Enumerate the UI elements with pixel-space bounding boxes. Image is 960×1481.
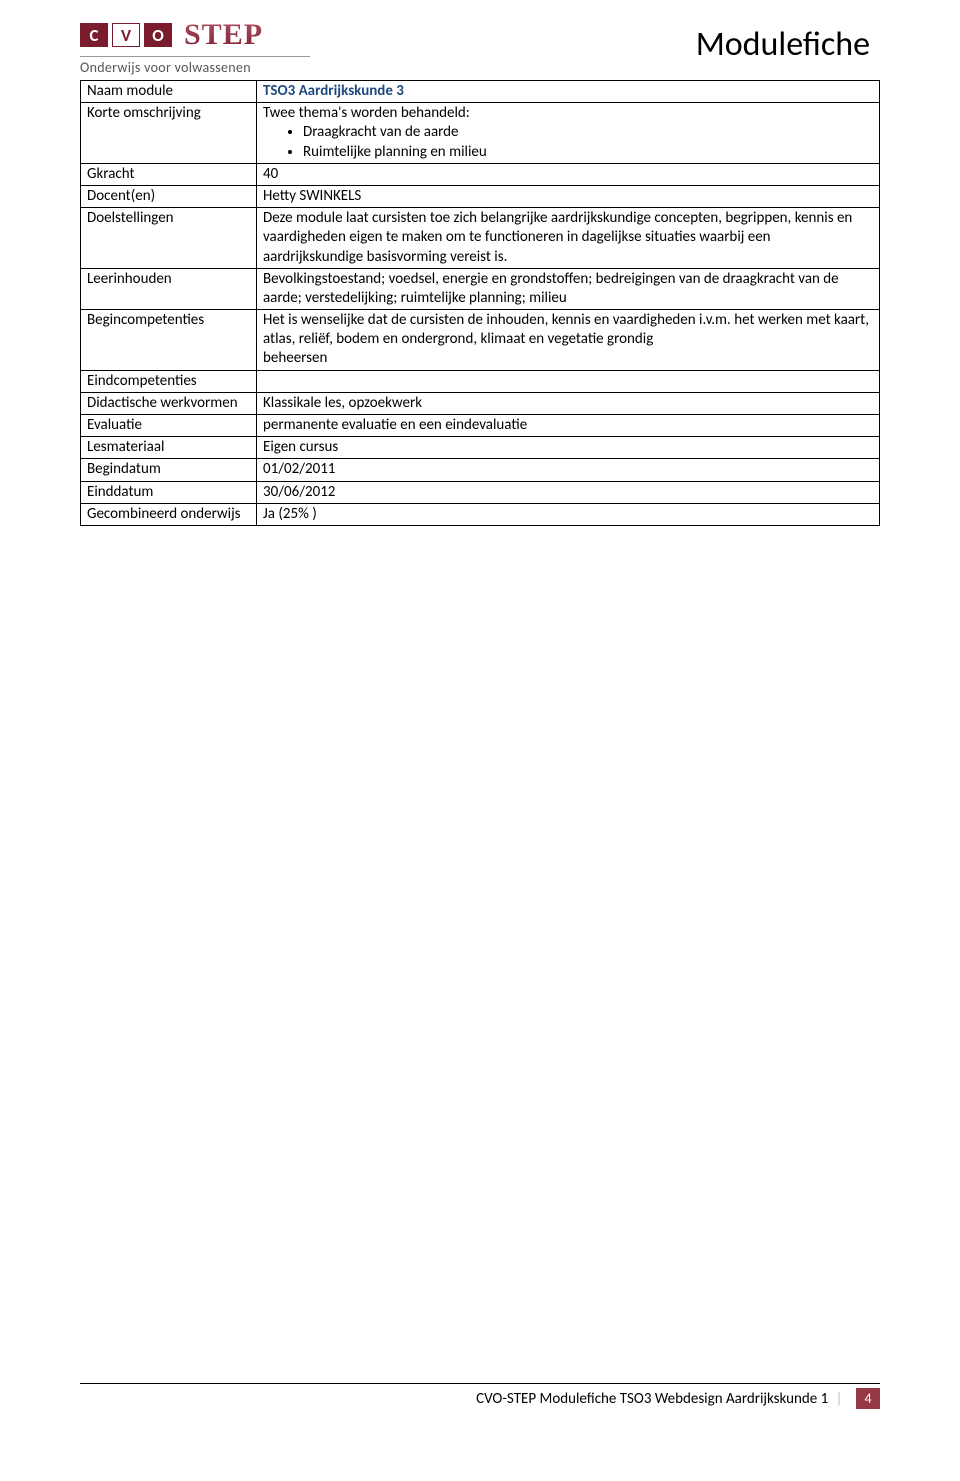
cell-value: 40	[257, 163, 880, 185]
cell-value: Eigen cursus	[257, 437, 880, 459]
cell-value: permanente evaluatie en een eindevaluati…	[257, 415, 880, 437]
list-item: Draagkracht van de aarde	[303, 123, 873, 142]
table-row: Docent(en) Hetty SWINKELS	[81, 185, 880, 207]
table-row: Didactische werkvormen Klassikale les, o…	[81, 392, 880, 414]
table-row: Begincompetenties Het is wenselijke dat …	[81, 310, 880, 371]
cell-label: Gecombineerd onderwijs	[81, 503, 257, 525]
list-item: Ruimtelijke planning en milieu	[303, 143, 873, 162]
cell-value: Het is wenselijke dat de cursisten de in…	[257, 310, 880, 371]
table-row: Leerinhouden Bevolkingstoestand; voedsel…	[81, 268, 880, 309]
cell-value	[257, 370, 880, 392]
cell-label: Docent(en)	[81, 185, 257, 207]
cell-label: Naam module	[81, 81, 257, 103]
logo-boxes: C V O STEP	[80, 18, 320, 52]
cell-value: TSO3 Aardrijkskunde 3	[257, 81, 880, 103]
cell-label: Leerinhouden	[81, 268, 257, 309]
cell-value: Klassikale les, opzoekwerk	[257, 392, 880, 414]
table-row: Korte omschrijving Twee thema's worden b…	[81, 103, 880, 164]
korte-omsch-intro: Twee thema's worden behandeld:	[263, 104, 470, 122]
page: C V O STEP Onderwijs voor volwassenen Mo…	[0, 0, 960, 1481]
cell-label: Korte omschrijving	[81, 103, 257, 164]
table-row: Lesmateriaal Eigen cursus	[81, 437, 880, 459]
table-row: Einddatum 30/06/2012	[81, 481, 880, 503]
page-number: 4	[856, 1388, 880, 1409]
logo: C V O STEP Onderwijs voor volwassenen	[80, 18, 320, 76]
logo-divider	[80, 56, 310, 57]
cell-value: Hetty SWINKELS	[257, 185, 880, 207]
logo-letter-o: O	[144, 23, 172, 47]
cell-label: Evaluatie	[81, 415, 257, 437]
module-table: Naam module TSO3 Aardrijkskunde 3 Korte …	[80, 80, 880, 526]
table-row: Gkracht 40	[81, 163, 880, 185]
table-row: Eindcompetenties	[81, 370, 880, 392]
footer-text: CVO-STEP Modulefiche TSO3 Webdesign Aard…	[476, 1390, 828, 1408]
logo-tagline: Onderwijs voor volwassenen	[80, 59, 320, 76]
korte-omsch-list: Draagkracht van de aarde Ruimtelijke pla…	[263, 123, 873, 161]
footer-divider: |	[836, 1390, 843, 1408]
cell-value: 01/02/2011	[257, 459, 880, 481]
table-row: Doelstellingen Deze module laat cursiste…	[81, 208, 880, 269]
cell-value: 30/06/2012	[257, 481, 880, 503]
cell-label: Eindcompetenties	[81, 370, 257, 392]
table-row: Begindatum 01/02/2011	[81, 459, 880, 481]
table-row: Naam module TSO3 Aardrijkskunde 3	[81, 81, 880, 103]
cell-label: Lesmateriaal	[81, 437, 257, 459]
cell-value: Twee thema's worden behandeld: Draagkrac…	[257, 103, 880, 164]
cell-label: Begindatum	[81, 459, 257, 481]
cell-label: Begincompetenties	[81, 310, 257, 371]
cell-value: Ja (25% )	[257, 503, 880, 525]
logo-brand: STEP	[184, 18, 263, 52]
page-title: Modulefiche	[488, 18, 880, 65]
cell-label: Einddatum	[81, 481, 257, 503]
cell-value: Deze module laat cursisten toe zich bela…	[257, 208, 880, 269]
cell-value: Bevolkingstoestand; voedsel, energie en …	[257, 268, 880, 309]
cell-label: Didactische werkvormen	[81, 392, 257, 414]
cell-label: Doelstellingen	[81, 208, 257, 269]
page-footer: CVO-STEP Modulefiche TSO3 Webdesign Aard…	[80, 1383, 880, 1409]
header-row: C V O STEP Onderwijs voor volwassenen Mo…	[80, 18, 880, 76]
logo-letter-c: C	[80, 23, 108, 47]
module-name: TSO3 Aardrijkskunde 3	[263, 82, 404, 100]
table-row: Gecombineerd onderwijs Ja (25% )	[81, 503, 880, 525]
cell-label: Gkracht	[81, 163, 257, 185]
logo-letter-v: V	[112, 23, 140, 47]
table-row: Evaluatie permanente evaluatie en een ei…	[81, 415, 880, 437]
